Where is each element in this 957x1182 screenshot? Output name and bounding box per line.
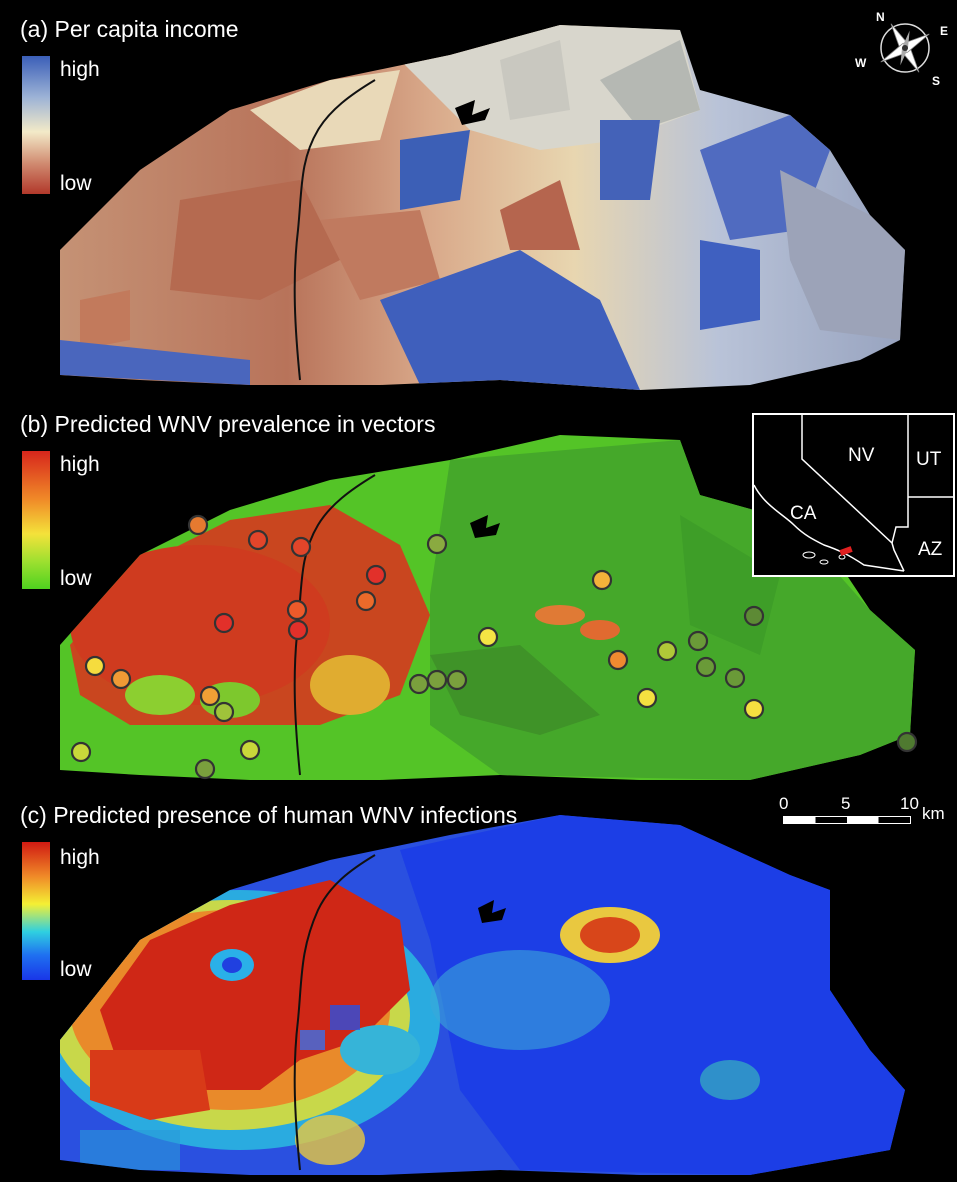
trap-site [695, 656, 717, 678]
income-map [60, 25, 905, 390]
panel-title-human: (c) Predicted presence of human WNV infe… [20, 802, 518, 828]
trap-site [743, 698, 765, 720]
trap-site [239, 739, 261, 761]
trap-site [896, 731, 918, 753]
inset-label-az: AZ [918, 539, 943, 560]
trap-site [290, 536, 312, 558]
scale-tick-5: 5 [841, 794, 851, 813]
scale-unit: km [922, 804, 945, 823]
compass-west: W [855, 56, 867, 70]
trap-site [247, 529, 269, 551]
trap-site [426, 533, 448, 555]
inset-state-borders [754, 415, 953, 572]
compass-east: E [940, 24, 949, 38]
trap-sites [70, 514, 918, 780]
trap-site [213, 612, 235, 634]
legend-human [22, 842, 50, 980]
trap-site [365, 564, 387, 586]
legend-human-low: low [60, 958, 92, 981]
panel-human: (c) Predicted presence of human WNV infe… [0, 790, 957, 1182]
legend-human-high: high [60, 846, 100, 869]
trap-site [636, 687, 658, 709]
compass-rose-icon [880, 23, 930, 73]
legend-income-low: low [60, 172, 92, 195]
study-area-marker [839, 546, 853, 556]
inset-label-ca: CA [790, 503, 817, 524]
scale-bar [783, 816, 911, 824]
panel-title-prevalence: (b) Predicted WNV prevalence in vectors [20, 411, 436, 437]
trap-site [213, 701, 235, 723]
trap-site [199, 685, 221, 707]
human-infection-map [60, 815, 905, 1175]
inset-label-ut: UT [916, 449, 942, 470]
panel-income: (a) Per capita income high low [0, 0, 957, 395]
trap-site [743, 605, 765, 627]
inset-label-nv: NV [848, 445, 875, 466]
legend-prevalence-low: low [60, 567, 92, 590]
inset-locator-map: NV UT CA AZ [752, 413, 955, 577]
trap-site [724, 667, 746, 689]
trap-site [687, 630, 709, 652]
panel-title-income: (a) Per capita income [20, 16, 239, 42]
trap-site [187, 514, 209, 536]
trap-site [591, 569, 613, 591]
trap-site [286, 599, 308, 621]
legend-prevalence-high: high [60, 453, 100, 476]
trap-site [426, 669, 448, 691]
trap-site [110, 668, 132, 690]
compass-south: S [932, 74, 941, 88]
trap-site [84, 655, 106, 677]
trap-site [355, 590, 377, 612]
trap-site [656, 640, 678, 662]
legend-income-high: high [60, 58, 100, 81]
trap-site [607, 649, 629, 671]
legend-income [22, 56, 50, 194]
trap-site [477, 626, 499, 648]
compass-north: N [876, 10, 885, 24]
trap-site [194, 758, 216, 780]
trap-site [408, 673, 430, 695]
legend-prevalence [22, 451, 50, 589]
panel-prevalence: (b) Predicted WNV prevalence in vectors … [0, 395, 957, 790]
trap-site [287, 619, 309, 641]
scale-tick-10: 10 [900, 794, 919, 813]
scale-tick-0: 0 [779, 794, 789, 813]
trap-site [446, 669, 468, 691]
trap-site [70, 741, 92, 763]
